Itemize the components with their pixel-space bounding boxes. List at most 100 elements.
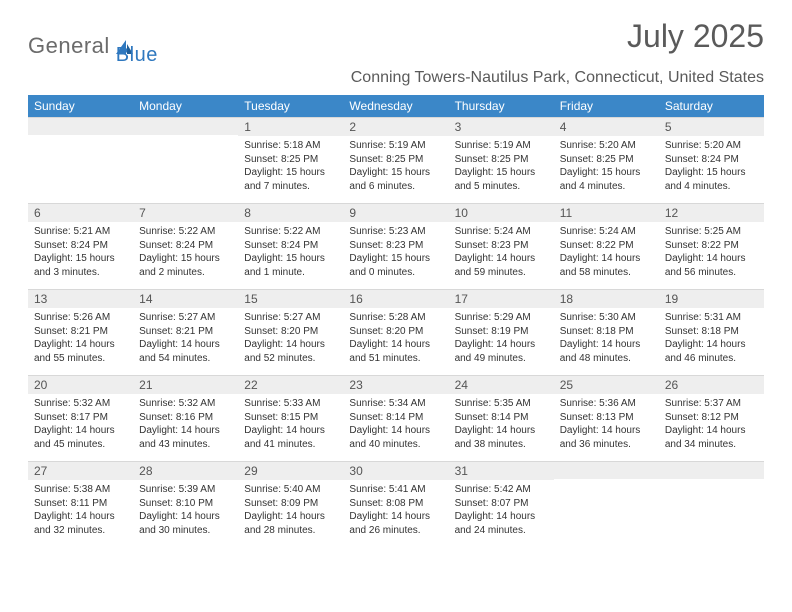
calendar-day-cell: 2Sunrise: 5:19 AMSunset: 8:25 PMDaylight…	[343, 117, 448, 203]
sunrise-line: Sunrise: 5:32 AM	[139, 397, 232, 411]
day-details: Sunrise: 5:19 AMSunset: 8:25 PMDaylight:…	[449, 136, 554, 197]
sunrise-line: Sunrise: 5:42 AM	[455, 483, 548, 497]
sunset-line: Sunset: 8:15 PM	[244, 411, 337, 425]
sunrise-line: Sunrise: 5:25 AM	[665, 225, 758, 239]
calendar-day-cell: 1Sunrise: 5:18 AMSunset: 8:25 PMDaylight…	[238, 117, 343, 203]
day-details: Sunrise: 5:30 AMSunset: 8:18 PMDaylight:…	[554, 308, 659, 369]
day-details: Sunrise: 5:29 AMSunset: 8:19 PMDaylight:…	[449, 308, 554, 369]
day-details: Sunrise: 5:26 AMSunset: 8:21 PMDaylight:…	[28, 308, 133, 369]
daylight-line: Daylight: 14 hours and 56 minutes.	[665, 252, 758, 279]
day-details: Sunrise: 5:23 AMSunset: 8:23 PMDaylight:…	[343, 222, 448, 283]
calendar-day-cell: 6Sunrise: 5:21 AMSunset: 8:24 PMDaylight…	[28, 203, 133, 289]
sunrise-line: Sunrise: 5:24 AM	[455, 225, 548, 239]
calendar-day-cell: 20Sunrise: 5:32 AMSunset: 8:17 PMDayligh…	[28, 375, 133, 461]
day-details: Sunrise: 5:34 AMSunset: 8:14 PMDaylight:…	[343, 394, 448, 455]
location-text: Conning Towers-Nautilus Park, Connecticu…	[28, 69, 764, 87]
calendar-day-cell: 28Sunrise: 5:39 AMSunset: 8:10 PMDayligh…	[133, 461, 238, 547]
day-number: 5	[659, 117, 764, 136]
weekday-header: Monday	[133, 95, 238, 117]
calendar-day-cell: 26Sunrise: 5:37 AMSunset: 8:12 PMDayligh…	[659, 375, 764, 461]
day-number: 31	[449, 461, 554, 480]
daylight-line: Daylight: 14 hours and 40 minutes.	[349, 424, 442, 451]
calendar-body: 1Sunrise: 5:18 AMSunset: 8:25 PMDaylight…	[28, 117, 764, 547]
day-number: 7	[133, 203, 238, 222]
day-number: 12	[659, 203, 764, 222]
sunrise-line: Sunrise: 5:19 AM	[455, 139, 548, 153]
calendar-day-cell: 10Sunrise: 5:24 AMSunset: 8:23 PMDayligh…	[449, 203, 554, 289]
sunset-line: Sunset: 8:20 PM	[244, 325, 337, 339]
sunset-line: Sunset: 8:23 PM	[349, 239, 442, 253]
day-details: Sunrise: 5:27 AMSunset: 8:20 PMDaylight:…	[238, 308, 343, 369]
day-details: Sunrise: 5:42 AMSunset: 8:07 PMDaylight:…	[449, 480, 554, 541]
sunset-line: Sunset: 8:12 PM	[665, 411, 758, 425]
calendar-day-cell: 22Sunrise: 5:33 AMSunset: 8:15 PMDayligh…	[238, 375, 343, 461]
month-title: July 2025	[627, 18, 764, 55]
sunset-line: Sunset: 8:09 PM	[244, 497, 337, 511]
day-details: Sunrise: 5:31 AMSunset: 8:18 PMDaylight:…	[659, 308, 764, 369]
day-details: Sunrise: 5:32 AMSunset: 8:16 PMDaylight:…	[133, 394, 238, 455]
calendar-empty-cell	[659, 461, 764, 547]
sunset-line: Sunset: 8:11 PM	[34, 497, 127, 511]
calendar-week-row: 1Sunrise: 5:18 AMSunset: 8:25 PMDaylight…	[28, 117, 764, 203]
empty-day-bar	[659, 461, 764, 479]
daylight-line: Daylight: 14 hours and 36 minutes.	[560, 424, 653, 451]
sunrise-line: Sunrise: 5:34 AM	[349, 397, 442, 411]
day-number: 20	[28, 375, 133, 394]
daylight-line: Daylight: 15 hours and 7 minutes.	[244, 166, 337, 193]
day-number: 30	[343, 461, 448, 480]
day-details: Sunrise: 5:38 AMSunset: 8:11 PMDaylight:…	[28, 480, 133, 541]
calendar-page: General Blue July 2025 Conning Towers-Na…	[0, 0, 792, 547]
day-details: Sunrise: 5:37 AMSunset: 8:12 PMDaylight:…	[659, 394, 764, 455]
day-number: 29	[238, 461, 343, 480]
sunset-line: Sunset: 8:14 PM	[455, 411, 548, 425]
weekday-header: Friday	[554, 95, 659, 117]
sunset-line: Sunset: 8:21 PM	[139, 325, 232, 339]
sunset-line: Sunset: 8:22 PM	[560, 239, 653, 253]
day-details: Sunrise: 5:33 AMSunset: 8:15 PMDaylight:…	[238, 394, 343, 455]
day-number: 26	[659, 375, 764, 394]
sunrise-line: Sunrise: 5:32 AM	[34, 397, 127, 411]
sunrise-line: Sunrise: 5:30 AM	[560, 311, 653, 325]
day-number: 21	[133, 375, 238, 394]
day-details: Sunrise: 5:35 AMSunset: 8:14 PMDaylight:…	[449, 394, 554, 455]
sunrise-line: Sunrise: 5:22 AM	[244, 225, 337, 239]
sunrise-line: Sunrise: 5:31 AM	[665, 311, 758, 325]
daylight-line: Daylight: 14 hours and 46 minutes.	[665, 338, 758, 365]
daylight-line: Daylight: 14 hours and 52 minutes.	[244, 338, 337, 365]
day-details: Sunrise: 5:36 AMSunset: 8:13 PMDaylight:…	[554, 394, 659, 455]
sunrise-line: Sunrise: 5:38 AM	[34, 483, 127, 497]
daylight-line: Daylight: 14 hours and 45 minutes.	[34, 424, 127, 451]
brand-text-blue: Blue	[116, 24, 158, 67]
weekday-header: Wednesday	[343, 95, 448, 117]
sunset-line: Sunset: 8:21 PM	[34, 325, 127, 339]
daylight-line: Daylight: 15 hours and 4 minutes.	[665, 166, 758, 193]
day-details: Sunrise: 5:41 AMSunset: 8:08 PMDaylight:…	[343, 480, 448, 541]
daylight-line: Daylight: 15 hours and 0 minutes.	[349, 252, 442, 279]
day-details: Sunrise: 5:19 AMSunset: 8:25 PMDaylight:…	[343, 136, 448, 197]
daylight-line: Daylight: 14 hours and 34 minutes.	[665, 424, 758, 451]
day-number: 18	[554, 289, 659, 308]
day-number: 28	[133, 461, 238, 480]
sunset-line: Sunset: 8:25 PM	[244, 153, 337, 167]
sunset-line: Sunset: 8:24 PM	[139, 239, 232, 253]
sunset-line: Sunset: 8:25 PM	[455, 153, 548, 167]
calendar-week-row: 27Sunrise: 5:38 AMSunset: 8:11 PMDayligh…	[28, 461, 764, 547]
calendar-day-cell: 4Sunrise: 5:20 AMSunset: 8:25 PMDaylight…	[554, 117, 659, 203]
daylight-line: Daylight: 14 hours and 51 minutes.	[349, 338, 442, 365]
daylight-line: Daylight: 15 hours and 6 minutes.	[349, 166, 442, 193]
day-details: Sunrise: 5:40 AMSunset: 8:09 PMDaylight:…	[238, 480, 343, 541]
sunrise-line: Sunrise: 5:18 AM	[244, 139, 337, 153]
day-number: 14	[133, 289, 238, 308]
sunset-line: Sunset: 8:08 PM	[349, 497, 442, 511]
calendar-week-row: 20Sunrise: 5:32 AMSunset: 8:17 PMDayligh…	[28, 375, 764, 461]
daylight-line: Daylight: 14 hours and 41 minutes.	[244, 424, 337, 451]
sunrise-line: Sunrise: 5:19 AM	[349, 139, 442, 153]
day-number: 11	[554, 203, 659, 222]
day-number: 17	[449, 289, 554, 308]
daylight-line: Daylight: 14 hours and 43 minutes.	[139, 424, 232, 451]
calendar-day-cell: 18Sunrise: 5:30 AMSunset: 8:18 PMDayligh…	[554, 289, 659, 375]
sunrise-line: Sunrise: 5:22 AM	[139, 225, 232, 239]
calendar-day-cell: 30Sunrise: 5:41 AMSunset: 8:08 PMDayligh…	[343, 461, 448, 547]
day-details: Sunrise: 5:20 AMSunset: 8:24 PMDaylight:…	[659, 136, 764, 197]
empty-day-bar	[133, 117, 238, 135]
